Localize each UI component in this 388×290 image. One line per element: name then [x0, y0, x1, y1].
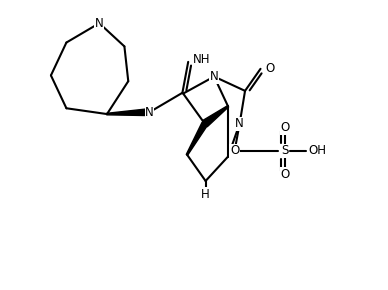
- Text: O: O: [280, 121, 289, 134]
- Text: H: H: [201, 188, 210, 201]
- Text: O: O: [280, 168, 289, 180]
- Text: S: S: [281, 144, 289, 157]
- Text: N: N: [235, 117, 244, 130]
- Text: N: N: [95, 17, 104, 30]
- Text: N: N: [210, 70, 218, 83]
- Polygon shape: [186, 122, 208, 155]
- Text: O: O: [265, 62, 274, 75]
- Polygon shape: [107, 109, 150, 116]
- Text: N: N: [145, 106, 154, 119]
- Text: NH: NH: [193, 53, 210, 66]
- Text: OH: OH: [308, 144, 326, 157]
- Polygon shape: [203, 106, 229, 127]
- Text: O: O: [230, 144, 239, 157]
